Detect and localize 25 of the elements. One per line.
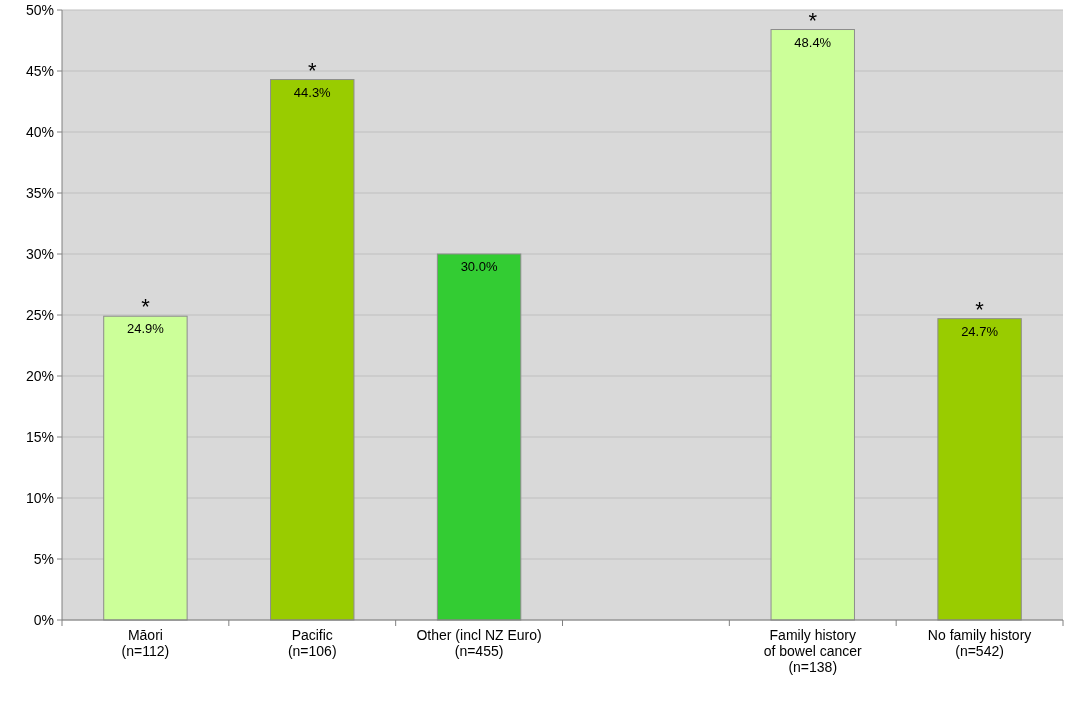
y-tick-label: 30% — [25, 245, 54, 262]
annotation: * — [975, 296, 985, 322]
x-tick-label: No family history (n=542) — [927, 627, 1032, 659]
annotation: * — [141, 294, 151, 320]
y-tick-label: 35% — [25, 184, 54, 201]
x-tick-label: Family history of bowel cancer (n=138) — [763, 627, 863, 675]
y-tick-label: 5% — [33, 550, 54, 567]
x-tick-label: Māori (n=112) — [121, 627, 170, 659]
y-tick-label: 10% — [25, 489, 54, 506]
y-tick-label: 15% — [25, 428, 54, 445]
y-tick-label: 0% — [33, 611, 54, 628]
y-tick-label: 45% — [25, 62, 54, 79]
annotation: * — [307, 57, 317, 83]
y-tick-label: 25% — [25, 306, 54, 323]
y-tick-label: 40% — [25, 123, 54, 140]
y-tick-label: 50% — [25, 1, 54, 18]
data-label: 48.4% — [794, 34, 832, 50]
data-label: 30.0% — [460, 259, 498, 274]
annotation: * — [808, 7, 818, 33]
data-label: 24.9% — [126, 321, 165, 337]
x-tick-label: Other (incl NZ Euro) (n=455) — [416, 627, 542, 659]
data-label: 44.3% — [293, 84, 332, 100]
y-tick-label: 20% — [25, 367, 54, 384]
x-tick-label: Pacific (n=106) — [287, 627, 337, 659]
data-label: 24.7% — [961, 323, 999, 339]
